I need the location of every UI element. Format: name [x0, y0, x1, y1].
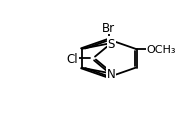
Text: S: S [108, 37, 115, 50]
Text: OCH₃: OCH₃ [146, 45, 176, 54]
Text: N: N [107, 67, 116, 80]
Text: Cl: Cl [66, 52, 78, 65]
Text: Br: Br [102, 22, 115, 34]
